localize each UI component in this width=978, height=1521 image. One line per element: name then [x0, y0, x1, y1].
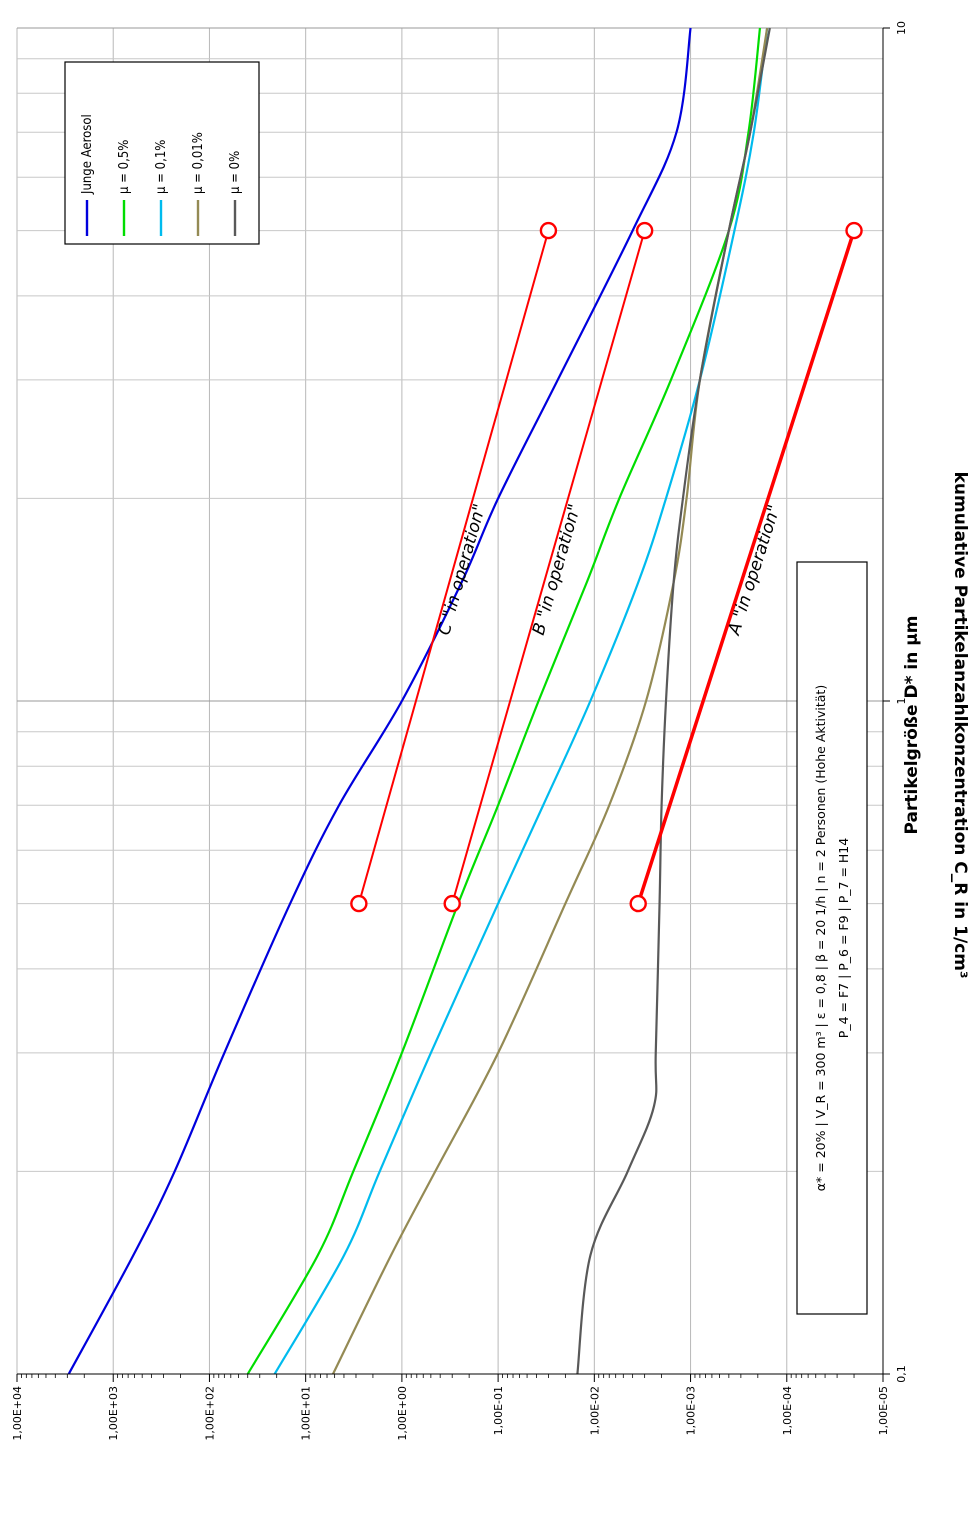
parameter-box: α* = 20% | V_R = 300 m³ | ε = 0,8 | β = …: [796, 561, 868, 1315]
value-tick-label: 1,00E+01: [300, 1386, 313, 1441]
value-tick-label: 1,00E-05: [877, 1386, 890, 1435]
class-lines-group: [350, 221, 863, 913]
value-tick-label: 1,00E-03: [685, 1386, 698, 1435]
class-line-1: [451, 230, 646, 904]
parameter-line-1: α* = 20% | V_R = 300 m³ | ε = 0,8 | β = …: [813, 685, 828, 1191]
class-marker: [350, 894, 368, 913]
size-tick-label: 10: [895, 21, 908, 35]
legend: Junge Aerosol µ = 0,5% µ = 0,1% µ = 0,01% µ …: [64, 61, 260, 245]
legend-label-2: µ = 0,1%: [154, 140, 169, 194]
class-marker: [635, 221, 654, 240]
legend-label-0: Junge Aerosol: [80, 114, 95, 195]
series-line-0: [67, 27, 692, 1375]
class-marker: [443, 894, 461, 913]
series-line-2: [273, 27, 769, 1375]
value-tick-label: 1,00E-02: [588, 1386, 601, 1435]
class-line-2: [357, 230, 550, 904]
axis-group: 1,00E+04 1,00E+03 1,00E+02 1,00E+01 1,00E+00…: [11, 21, 908, 1441]
legend-label-3: µ = 0,01%: [191, 132, 206, 194]
parameter-line-2: P_4 = F7 | P_6 = F9 | P_7 = H14: [836, 838, 851, 1038]
series-line-4: [576, 27, 771, 1375]
x-axis-title: Partikelgröße D* in µm: [902, 616, 922, 835]
legend-label-4: µ = 0%: [228, 151, 243, 194]
series-group: [67, 27, 771, 1375]
class-line-0: [636, 230, 856, 905]
value-tick-label: 1,00E+03: [107, 1386, 120, 1441]
value-tick-label: 1,00E+02: [203, 1386, 216, 1441]
size-tick-label: 1: [895, 698, 908, 705]
value-tick-label: 1,00E-01: [492, 1386, 505, 1435]
y-axis-title: kumulative Partikelanzahlkonzentration C…: [950, 472, 970, 979]
class-marker: [629, 894, 647, 913]
size-tick-label: 0,1: [895, 1365, 908, 1383]
value-tick-label: 1,00E+04: [11, 1386, 24, 1441]
legend-label-1: µ = 0,5%: [117, 140, 132, 194]
class-marker: [845, 221, 863, 240]
class-marker: [539, 221, 558, 240]
value-tick-label: 1,00E-04: [781, 1386, 794, 1435]
value-tick-label: 1,00E+00: [396, 1386, 409, 1441]
